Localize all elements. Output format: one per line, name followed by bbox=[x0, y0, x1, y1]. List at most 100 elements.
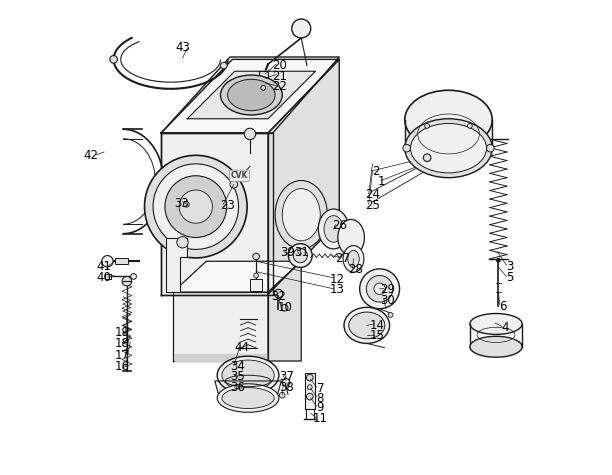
Text: 18: 18 bbox=[114, 337, 129, 351]
Polygon shape bbox=[215, 381, 282, 398]
Text: 35: 35 bbox=[230, 370, 245, 383]
Circle shape bbox=[307, 374, 313, 381]
Ellipse shape bbox=[222, 388, 274, 408]
Text: 8: 8 bbox=[316, 391, 324, 405]
Text: 30: 30 bbox=[380, 294, 395, 307]
Circle shape bbox=[254, 273, 258, 278]
Circle shape bbox=[177, 237, 188, 248]
Text: 39: 39 bbox=[280, 246, 296, 259]
Text: 43: 43 bbox=[175, 41, 190, 54]
Circle shape bbox=[468, 124, 472, 128]
Text: 38: 38 bbox=[280, 380, 294, 394]
Circle shape bbox=[307, 393, 313, 400]
Circle shape bbox=[280, 392, 285, 398]
Polygon shape bbox=[405, 120, 492, 148]
Text: 3: 3 bbox=[507, 259, 514, 273]
Polygon shape bbox=[268, 261, 301, 361]
Text: 20: 20 bbox=[272, 59, 287, 72]
Text: 25: 25 bbox=[365, 199, 380, 212]
Ellipse shape bbox=[348, 250, 359, 267]
Circle shape bbox=[292, 19, 311, 38]
Circle shape bbox=[144, 155, 247, 258]
Text: 31: 31 bbox=[294, 246, 308, 259]
Text: 17: 17 bbox=[114, 349, 129, 362]
Circle shape bbox=[153, 164, 239, 249]
Circle shape bbox=[131, 274, 136, 279]
Ellipse shape bbox=[349, 312, 385, 339]
Text: 6: 6 bbox=[499, 300, 507, 313]
Circle shape bbox=[288, 244, 312, 267]
Polygon shape bbox=[173, 292, 268, 361]
Ellipse shape bbox=[344, 307, 390, 343]
Ellipse shape bbox=[411, 124, 487, 173]
Circle shape bbox=[496, 258, 500, 262]
Circle shape bbox=[388, 313, 393, 317]
Text: 22: 22 bbox=[272, 80, 288, 93]
Polygon shape bbox=[230, 57, 247, 228]
Ellipse shape bbox=[217, 356, 279, 394]
Circle shape bbox=[282, 304, 288, 311]
Text: 37: 37 bbox=[280, 370, 294, 383]
Circle shape bbox=[374, 283, 386, 294]
Text: 29: 29 bbox=[380, 283, 395, 296]
Text: 15: 15 bbox=[370, 329, 385, 342]
Circle shape bbox=[122, 276, 132, 286]
Circle shape bbox=[253, 253, 259, 260]
Bar bbox=[250, 279, 263, 291]
Ellipse shape bbox=[228, 79, 275, 111]
Circle shape bbox=[179, 190, 212, 223]
Polygon shape bbox=[161, 57, 339, 133]
Ellipse shape bbox=[470, 314, 522, 334]
Circle shape bbox=[261, 86, 266, 90]
Text: 42: 42 bbox=[84, 149, 99, 162]
Polygon shape bbox=[166, 238, 187, 292]
Circle shape bbox=[165, 176, 226, 238]
Circle shape bbox=[487, 144, 494, 152]
Ellipse shape bbox=[275, 180, 327, 249]
Circle shape bbox=[425, 124, 430, 128]
Ellipse shape bbox=[324, 216, 343, 242]
Text: 26: 26 bbox=[332, 219, 347, 232]
Text: 19: 19 bbox=[114, 326, 129, 339]
Text: 32: 32 bbox=[271, 290, 286, 304]
Text: 13: 13 bbox=[329, 283, 345, 296]
Ellipse shape bbox=[318, 209, 349, 249]
Circle shape bbox=[184, 201, 189, 207]
Ellipse shape bbox=[470, 336, 522, 357]
Ellipse shape bbox=[338, 219, 364, 256]
Polygon shape bbox=[161, 133, 268, 294]
Circle shape bbox=[220, 62, 227, 69]
Text: 40: 40 bbox=[97, 271, 111, 285]
Text: 44: 44 bbox=[234, 341, 249, 354]
Circle shape bbox=[293, 248, 307, 263]
Circle shape bbox=[102, 256, 113, 267]
Circle shape bbox=[403, 144, 411, 152]
Text: 27: 27 bbox=[335, 252, 351, 266]
Text: 11: 11 bbox=[313, 412, 328, 426]
Circle shape bbox=[230, 180, 237, 188]
Text: CVK: CVK bbox=[231, 171, 248, 180]
Circle shape bbox=[360, 269, 400, 309]
Bar bbox=[258, 71, 268, 86]
Text: 41: 41 bbox=[97, 260, 111, 274]
Ellipse shape bbox=[217, 384, 279, 412]
Polygon shape bbox=[268, 59, 339, 294]
Circle shape bbox=[307, 385, 312, 389]
Text: 2: 2 bbox=[372, 165, 379, 179]
Text: 21: 21 bbox=[272, 69, 288, 83]
Text: 12: 12 bbox=[329, 273, 345, 286]
Ellipse shape bbox=[343, 246, 364, 272]
Polygon shape bbox=[105, 274, 111, 279]
Text: 24: 24 bbox=[365, 188, 380, 201]
Circle shape bbox=[367, 276, 393, 302]
Text: 7: 7 bbox=[316, 382, 324, 395]
Circle shape bbox=[282, 379, 290, 386]
Ellipse shape bbox=[220, 75, 282, 115]
Polygon shape bbox=[187, 71, 316, 119]
Text: 1: 1 bbox=[378, 175, 385, 188]
Text: 36: 36 bbox=[230, 380, 245, 394]
Text: 14: 14 bbox=[370, 319, 385, 332]
Circle shape bbox=[274, 289, 283, 298]
Ellipse shape bbox=[405, 119, 492, 178]
Polygon shape bbox=[176, 354, 266, 361]
